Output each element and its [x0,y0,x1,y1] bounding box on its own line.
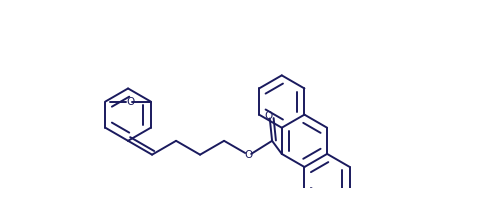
Text: O: O [244,150,252,160]
Text: O: O [127,97,135,107]
Text: O: O [264,111,273,121]
